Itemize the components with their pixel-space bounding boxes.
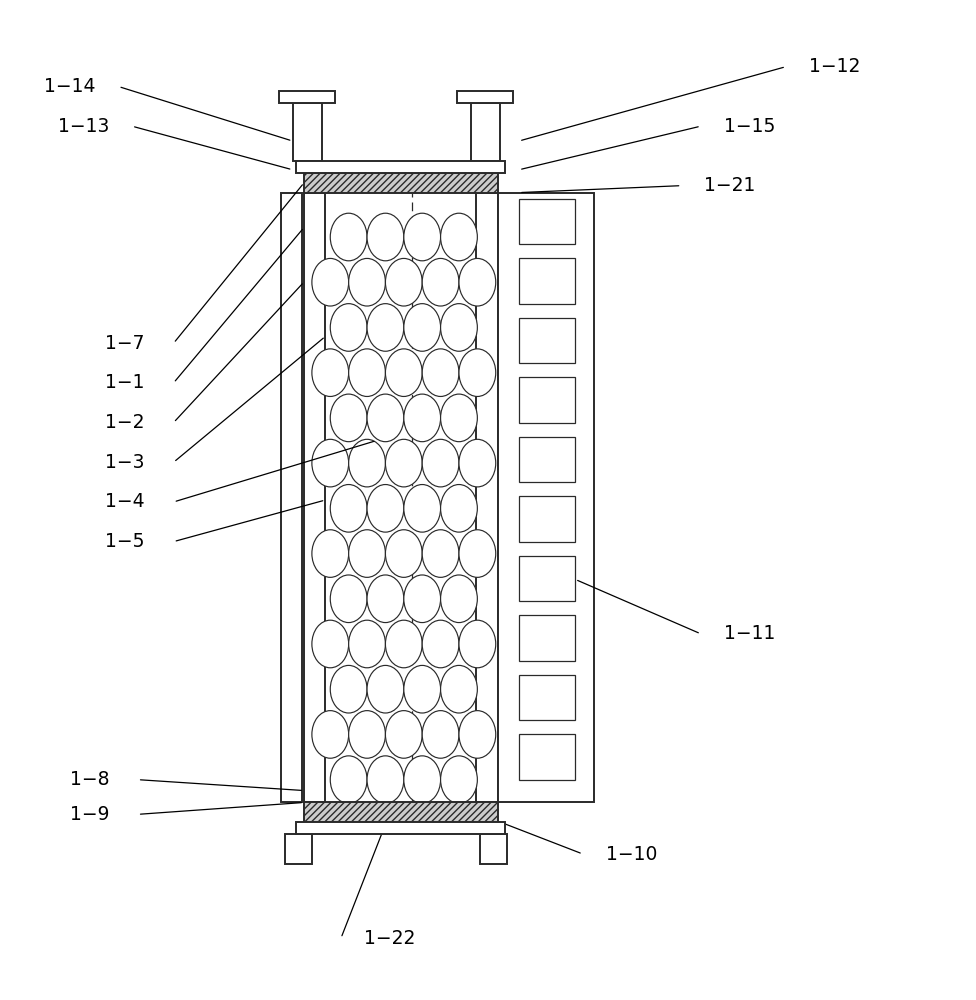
- Ellipse shape: [367, 394, 404, 442]
- Ellipse shape: [423, 439, 459, 487]
- Ellipse shape: [312, 349, 348, 396]
- Ellipse shape: [404, 575, 440, 623]
- Text: 1−3: 1−3: [105, 453, 144, 472]
- Text: 1−5: 1−5: [105, 532, 144, 551]
- Bar: [279, 91, 335, 103]
- Ellipse shape: [367, 665, 404, 713]
- Ellipse shape: [348, 711, 386, 758]
- Ellipse shape: [348, 439, 386, 487]
- Ellipse shape: [330, 304, 367, 351]
- Ellipse shape: [386, 711, 423, 758]
- Ellipse shape: [440, 485, 477, 532]
- Ellipse shape: [404, 756, 440, 803]
- Ellipse shape: [459, 711, 496, 758]
- Bar: [305, 802, 498, 822]
- Ellipse shape: [367, 304, 404, 351]
- Bar: [476, 193, 498, 802]
- Ellipse shape: [404, 213, 440, 261]
- Ellipse shape: [404, 394, 440, 442]
- Ellipse shape: [459, 620, 496, 668]
- Ellipse shape: [459, 349, 496, 396]
- Text: 1−21: 1−21: [705, 176, 755, 195]
- Ellipse shape: [459, 530, 496, 577]
- Bar: [519, 734, 575, 780]
- Text: 1−4: 1−4: [105, 492, 145, 511]
- Text: 1−12: 1−12: [809, 57, 860, 76]
- Ellipse shape: [367, 485, 404, 532]
- Text: 1−8: 1−8: [69, 770, 109, 789]
- Ellipse shape: [423, 530, 459, 577]
- Ellipse shape: [423, 349, 459, 396]
- Ellipse shape: [459, 439, 496, 487]
- Text: 1−9: 1−9: [69, 805, 109, 824]
- Bar: [519, 377, 575, 423]
- Ellipse shape: [440, 665, 477, 713]
- Bar: [480, 834, 508, 864]
- Bar: [519, 556, 575, 601]
- Ellipse shape: [348, 258, 386, 306]
- Ellipse shape: [330, 665, 367, 713]
- Ellipse shape: [423, 711, 459, 758]
- Bar: [297, 822, 506, 834]
- Ellipse shape: [367, 756, 404, 803]
- Ellipse shape: [440, 304, 477, 351]
- Bar: [297, 161, 506, 173]
- Ellipse shape: [440, 756, 477, 803]
- Ellipse shape: [404, 485, 440, 532]
- Text: 1−2: 1−2: [105, 413, 144, 432]
- Bar: [285, 834, 312, 864]
- Ellipse shape: [312, 258, 348, 306]
- Ellipse shape: [440, 213, 477, 261]
- Text: 1−7: 1−7: [105, 334, 144, 353]
- Bar: [305, 193, 325, 802]
- Ellipse shape: [330, 575, 367, 623]
- Bar: [470, 103, 500, 161]
- Ellipse shape: [312, 530, 348, 577]
- Bar: [305, 173, 498, 193]
- Ellipse shape: [330, 756, 367, 803]
- Ellipse shape: [330, 213, 367, 261]
- Bar: [293, 103, 321, 161]
- Ellipse shape: [330, 485, 367, 532]
- Ellipse shape: [423, 620, 459, 668]
- Ellipse shape: [312, 711, 348, 758]
- Ellipse shape: [367, 575, 404, 623]
- Ellipse shape: [404, 665, 440, 713]
- Ellipse shape: [459, 258, 496, 306]
- Bar: [519, 437, 575, 482]
- Ellipse shape: [404, 304, 440, 351]
- Ellipse shape: [386, 349, 423, 396]
- Ellipse shape: [312, 439, 348, 487]
- Ellipse shape: [440, 575, 477, 623]
- Bar: [519, 615, 575, 661]
- Bar: [519, 318, 575, 363]
- Ellipse shape: [348, 530, 386, 577]
- Bar: [457, 91, 513, 103]
- Bar: [519, 496, 575, 542]
- Ellipse shape: [440, 394, 477, 442]
- Ellipse shape: [386, 620, 423, 668]
- Ellipse shape: [386, 439, 423, 487]
- Bar: [281, 193, 303, 802]
- Ellipse shape: [423, 258, 459, 306]
- Ellipse shape: [330, 394, 367, 442]
- Text: 1−1: 1−1: [105, 373, 144, 392]
- Text: 1−22: 1−22: [364, 929, 415, 948]
- Ellipse shape: [312, 620, 348, 668]
- Ellipse shape: [386, 258, 423, 306]
- Text: 1−11: 1−11: [723, 624, 775, 643]
- Ellipse shape: [348, 349, 386, 396]
- Ellipse shape: [386, 530, 423, 577]
- Text: 1−10: 1−10: [605, 845, 657, 864]
- Text: 1−13: 1−13: [58, 117, 109, 136]
- Ellipse shape: [348, 620, 386, 668]
- Bar: [519, 675, 575, 720]
- Text: 1−15: 1−15: [723, 117, 775, 136]
- Bar: [519, 199, 575, 244]
- Text: 1−14: 1−14: [44, 77, 96, 96]
- Bar: [498, 193, 594, 802]
- Ellipse shape: [367, 213, 404, 261]
- Bar: [519, 258, 575, 304]
